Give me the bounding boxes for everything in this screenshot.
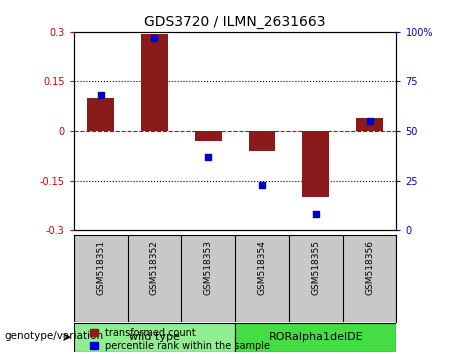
Bar xyxy=(87,98,114,131)
Point xyxy=(205,154,212,160)
Point xyxy=(258,182,266,187)
Bar xyxy=(141,34,168,131)
Text: RORalpha1delDE: RORalpha1delDE xyxy=(268,332,363,342)
Bar xyxy=(302,131,329,197)
Text: GSM518352: GSM518352 xyxy=(150,240,159,295)
Text: GSM518353: GSM518353 xyxy=(204,240,213,295)
Bar xyxy=(74,323,235,352)
Bar xyxy=(235,323,396,352)
Text: GSM518356: GSM518356 xyxy=(365,240,374,295)
Text: GSM518355: GSM518355 xyxy=(311,240,320,295)
Point xyxy=(312,211,319,217)
Point xyxy=(97,92,104,98)
Text: GSM518354: GSM518354 xyxy=(258,240,266,295)
Text: GSM518351: GSM518351 xyxy=(96,240,105,295)
Legend: transformed count, percentile rank within the sample: transformed count, percentile rank withi… xyxy=(88,326,272,353)
Bar xyxy=(195,131,222,141)
Bar xyxy=(248,131,275,151)
Text: wild type: wild type xyxy=(129,332,180,342)
Title: GDS3720 / ILMN_2631663: GDS3720 / ILMN_2631663 xyxy=(144,16,326,29)
Text: genotype/variation: genotype/variation xyxy=(5,331,104,341)
Bar xyxy=(356,118,383,131)
Point xyxy=(151,35,158,41)
Point xyxy=(366,118,373,124)
